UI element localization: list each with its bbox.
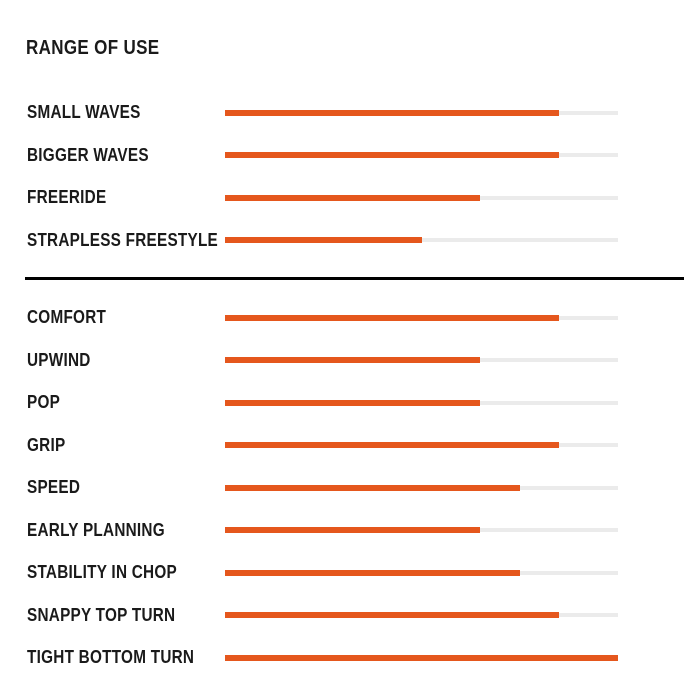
rating-bar-track xyxy=(225,569,618,576)
rating-bar-fill xyxy=(225,399,481,406)
rating-bar-fill xyxy=(225,654,618,661)
rating-label: EARLY PLANNING xyxy=(27,519,165,540)
rating-bar-track xyxy=(225,442,618,449)
page-title: RANGE OF USE xyxy=(26,37,160,59)
rating-row-strapless-freestyle: STRAPLESS FREESTYLE xyxy=(27,219,618,262)
rating-row-comfort: COMFORT xyxy=(27,297,618,340)
rating-label: COMFORT xyxy=(27,307,107,328)
rating-row-tight-bottom-turn: TIGHT BOTTOM TURN xyxy=(27,637,618,680)
rating-row-pop: POP xyxy=(27,382,618,425)
rating-bar-track xyxy=(225,357,618,364)
rating-bar-fill xyxy=(225,484,520,491)
rating-bar-fill xyxy=(225,109,560,116)
rating-label: UPWIND xyxy=(27,349,91,370)
rating-label: BIGGER WAVES xyxy=(27,144,149,165)
rating-bar-fill xyxy=(225,569,520,576)
rating-row-stability-in-chop: STABILITY IN CHOP xyxy=(27,552,618,595)
rating-row-bigger-waves: BIGGER WAVES xyxy=(27,134,618,177)
rating-label: STABILITY IN CHOP xyxy=(27,562,177,583)
rating-label: POP xyxy=(27,392,61,413)
rating-bar-fill xyxy=(225,442,560,449)
rating-row-snappy-top-turn: SNAPPY TOP TURN xyxy=(27,594,618,637)
rating-bar-track xyxy=(225,237,618,244)
rating-label: FREERIDE xyxy=(27,187,107,208)
rating-label: STRAPLESS FREESTYLE xyxy=(27,229,219,250)
rating-bar-fill xyxy=(225,152,560,159)
rating-bar-fill xyxy=(225,314,560,321)
rating-bar-fill xyxy=(225,357,481,364)
rating-label: SNAPPY TOP TURN xyxy=(27,604,176,625)
rating-row-freeride: FREERIDE xyxy=(27,177,618,220)
rating-bar-track xyxy=(225,314,618,321)
rating-bar-track xyxy=(225,194,618,201)
rating-row-early-planning: EARLY PLANNING xyxy=(27,509,618,552)
rating-label: SPEED xyxy=(27,477,81,498)
rating-row-upwind: UPWIND xyxy=(27,339,618,382)
rating-row-small-waves: SMALL WAVES xyxy=(27,92,618,135)
rating-label: GRIP xyxy=(27,434,66,455)
rating-label: TIGHT BOTTOM TURN xyxy=(27,647,195,668)
section-range-of-use: SMALL WAVES BIGGER WAVES FREERIDE STRAPL… xyxy=(27,92,618,262)
rating-bar-track xyxy=(225,109,618,116)
rating-bar-fill xyxy=(225,237,422,244)
rating-bar-track xyxy=(225,399,618,406)
section-divider xyxy=(25,277,684,280)
rating-row-grip: GRIP xyxy=(27,424,618,467)
section-performance: COMFORT UPWIND POP GRIP SPEED xyxy=(27,297,618,680)
rating-bar-track xyxy=(225,612,618,619)
rating-row-speed: SPEED xyxy=(27,467,618,510)
rating-bar-fill xyxy=(225,194,481,201)
rating-bar-track xyxy=(225,484,618,491)
rating-bar-track xyxy=(225,654,618,661)
rating-bar-fill xyxy=(225,612,560,619)
rating-label: SMALL WAVES xyxy=(27,102,141,123)
rating-bar-track xyxy=(225,152,618,159)
rating-bar-track xyxy=(225,527,618,534)
rating-bar-fill xyxy=(225,527,481,534)
